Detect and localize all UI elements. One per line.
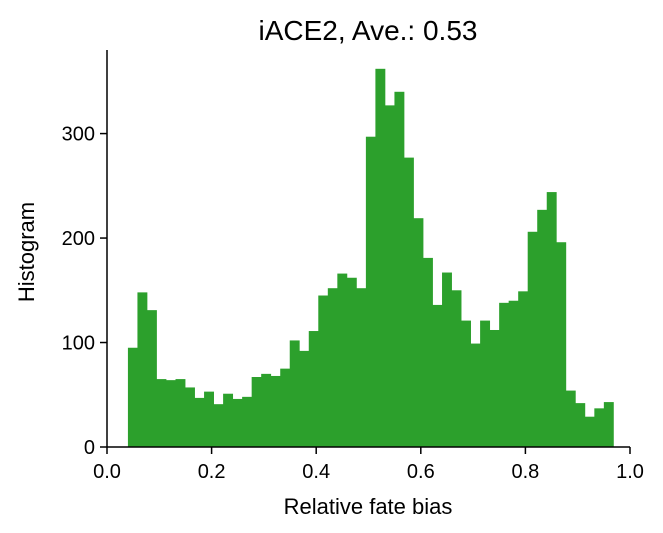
histogram-bar <box>232 398 243 447</box>
y-tick-label: 300 <box>62 124 95 146</box>
x-tick-label: 0.8 <box>511 461 539 483</box>
x-tick-label: 0.2 <box>198 461 226 483</box>
histogram-bar <box>337 273 348 447</box>
histogram-bar <box>489 329 500 447</box>
chart-title: iACE2, Ave.: 0.53 <box>259 15 478 46</box>
histogram-bar <box>146 310 157 447</box>
histogram-bar <box>432 304 443 447</box>
x-tick-label: 1.0 <box>616 461 644 483</box>
histogram-bar <box>480 320 491 447</box>
y-axis-ticks: 0 100 200 300 <box>62 124 107 459</box>
histogram-bar <box>346 277 357 447</box>
histogram-bar <box>546 192 557 447</box>
histogram-bar <box>556 242 567 447</box>
y-tick-label: 200 <box>62 228 95 250</box>
x-tick-label: 0.4 <box>302 461 330 483</box>
histogram-bar <box>365 136 376 447</box>
histogram-bar <box>165 380 176 447</box>
y-tick-label: 100 <box>62 333 95 355</box>
histogram-bar <box>375 68 386 447</box>
histogram-bar <box>508 300 519 447</box>
histogram-bar <box>518 291 529 447</box>
histogram-bar <box>575 403 586 447</box>
histogram-bar <box>137 292 148 447</box>
histogram-bar <box>156 379 167 447</box>
histogram-bar <box>394 91 405 447</box>
histogram-bar <box>537 209 548 447</box>
histogram-bar <box>565 390 576 447</box>
histogram-bar <box>603 402 614 447</box>
histogram-bar <box>403 157 414 448</box>
histogram-bar <box>261 373 272 447</box>
histogram-bar <box>289 340 300 447</box>
histogram-bar <box>423 257 433 447</box>
histogram-bar <box>594 408 605 447</box>
x-tick-label: 0.0 <box>93 461 121 483</box>
histogram-bar <box>318 295 329 447</box>
histogram-bar <box>185 387 195 447</box>
histogram-bar <box>308 331 319 447</box>
histogram-bar <box>461 320 471 447</box>
histogram-bar <box>251 377 262 447</box>
x-axis-ticks: 0.0 0.2 0.4 0.6 0.8 1.0 <box>93 447 644 483</box>
histogram-bar <box>299 350 310 447</box>
histogram-bar <box>413 218 424 447</box>
histogram-bar <box>384 105 395 448</box>
histogram-bar <box>356 288 367 447</box>
histogram-bar <box>175 379 186 447</box>
histogram-bar <box>327 288 338 447</box>
histogram-bar <box>127 347 138 447</box>
histogram-bar <box>442 272 452 447</box>
y-tick-label: 0 <box>84 437 95 459</box>
histogram-bar <box>242 396 253 447</box>
histogram-bar <box>223 393 234 447</box>
histogram-bar <box>451 290 462 447</box>
histogram-bar <box>470 343 481 447</box>
histogram-bar <box>204 391 214 447</box>
histogram-bar <box>280 368 291 447</box>
histogram-bar <box>584 416 595 447</box>
histogram-bars <box>127 68 614 448</box>
histogram-bar <box>194 397 205 447</box>
histogram-bar <box>213 404 224 447</box>
histogram-bar <box>499 302 510 447</box>
y-axis-label: Histogram <box>14 202 39 302</box>
histogram-bar <box>527 231 538 447</box>
x-tick-label: 0.6 <box>407 461 435 483</box>
histogram-bar <box>270 375 281 447</box>
x-axis-label: Relative fate bias <box>284 494 453 519</box>
